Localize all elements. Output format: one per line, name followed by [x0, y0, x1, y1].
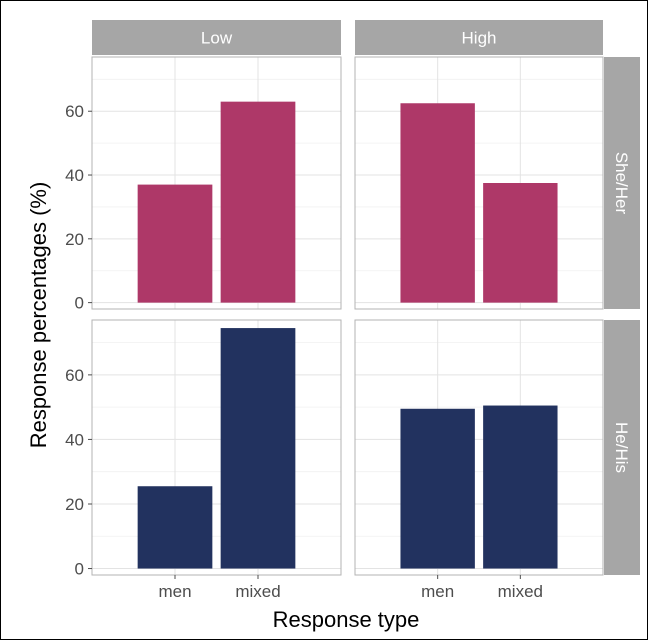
- y-axis-title: Response percentages (%): [26, 182, 51, 449]
- panel-border: [354, 319, 604, 576]
- bar-mixed: [483, 405, 558, 569]
- bar-mixed: [220, 328, 296, 569]
- y-tick-label: 0: [75, 560, 84, 579]
- facet-strip-he-his: [604, 320, 640, 575]
- x-axis-title: Response type: [273, 607, 420, 632]
- facet-strip-she-her: [604, 57, 640, 309]
- y-tick-label: 40: [65, 430, 84, 449]
- y-tick-label: 40: [65, 166, 84, 185]
- facet-label-he-his: He/His: [612, 422, 631, 473]
- x-tick-label-mixed: mixed: [498, 582, 543, 601]
- facet-label-low: Low: [201, 29, 233, 48]
- bar-men: [400, 408, 475, 569]
- panel-border: [91, 319, 342, 576]
- y-tick-label: 60: [65, 102, 84, 121]
- y-tick-label: 60: [65, 366, 84, 385]
- x-tick-label-men: men: [421, 582, 454, 601]
- panel-background: [355, 320, 603, 575]
- y-tick-label: 20: [65, 230, 84, 249]
- x-tick-label-mixed: mixed: [235, 582, 280, 601]
- panel-border: [354, 56, 604, 310]
- panel-background: [92, 320, 341, 575]
- facet-label-high: High: [462, 29, 497, 48]
- panel-low-he-his: [91, 319, 342, 576]
- panel-low-she-her: [91, 56, 342, 310]
- bar-mixed: [220, 101, 296, 303]
- bar-men: [400, 103, 475, 303]
- facet-strip-low: [92, 20, 341, 55]
- panel-border: [91, 56, 342, 310]
- y-tick-label: 20: [65, 495, 84, 514]
- panel-background: [92, 57, 341, 309]
- panel-high-he-his: [354, 319, 604, 576]
- y-tick-label: 0: [75, 294, 84, 313]
- x-tick-label-men: men: [158, 582, 191, 601]
- bar-men: [137, 486, 213, 569]
- panel-background: [355, 57, 603, 309]
- panel-high-she-her: [354, 56, 604, 310]
- bar-mixed: [483, 183, 558, 303]
- bar-men: [137, 184, 213, 303]
- facet-strip-high: [355, 20, 603, 55]
- facet-label-she-her: She/Her: [612, 152, 631, 215]
